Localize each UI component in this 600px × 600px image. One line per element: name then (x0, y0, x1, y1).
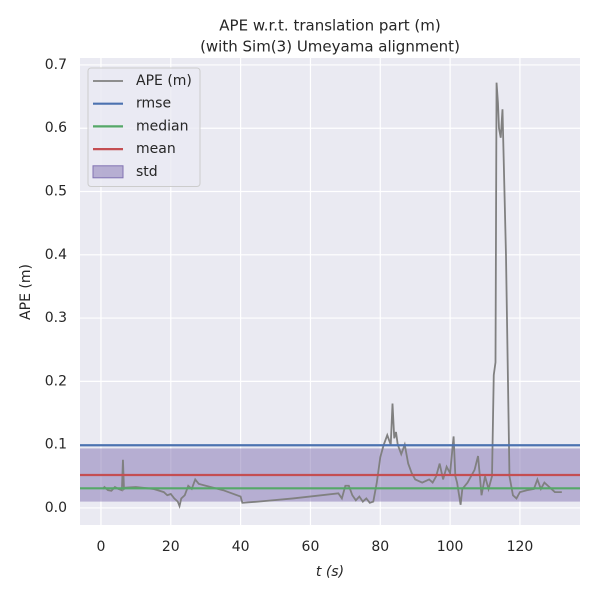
y-tick-label: 0.0 (45, 500, 67, 516)
y-axis-label: APE (m) (18, 264, 34, 320)
y-tick-label: 0.5 (45, 184, 67, 200)
plot-content (80, 82, 580, 510)
legend-label: mean (136, 141, 176, 157)
y-tick-label: 0.2 (45, 373, 67, 389)
x-tick-label: 20 (162, 539, 180, 555)
legend-label: rmse (136, 96, 171, 112)
x-tick-label: 120 (507, 539, 534, 555)
legend-label: median (136, 118, 188, 134)
chart-title: APE w.r.t. translation part (m) (219, 17, 440, 35)
legend-swatch (92, 165, 124, 179)
x-tick-label: 40 (232, 539, 250, 555)
y-tick-label: 0.1 (45, 437, 67, 453)
y-tick-label: 0.3 (45, 310, 67, 326)
y-tick-label: 0.4 (45, 247, 67, 263)
y-tick-label: 0.7 (45, 57, 67, 73)
y-tick-label: 0.6 (45, 120, 67, 136)
x-tick-label: 100 (437, 539, 464, 555)
chart-subtitle: (with Sim(3) Umeyama alignment) (200, 38, 460, 56)
legend-label: std (136, 164, 158, 180)
x-tick-label: 80 (371, 539, 389, 555)
x-axis-label: t (s) (316, 564, 344, 580)
x-tick-label: 60 (302, 539, 320, 555)
x-tick-label: 0 (96, 539, 105, 555)
legend-box (87, 67, 201, 187)
legend-label: APE (m) (136, 73, 192, 89)
data-line (102, 82, 562, 510)
